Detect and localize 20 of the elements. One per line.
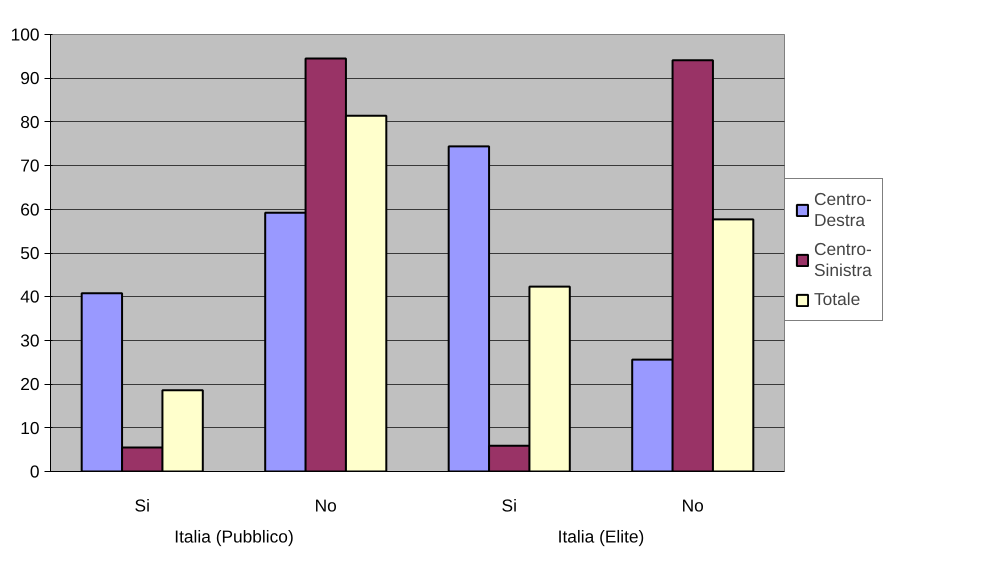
text: Italia (Pubblico) bbox=[174, 526, 294, 546]
y-tick-label: 70 bbox=[20, 156, 40, 176]
legend-label: Centro-Sinistra bbox=[814, 239, 872, 281]
y-tick-label: 20 bbox=[20, 374, 40, 394]
y-tick-label: 0 bbox=[30, 462, 40, 482]
x-tick-label: Si bbox=[134, 496, 150, 516]
x-tick-label: No bbox=[314, 496, 337, 516]
legend-label: Centro-Destra bbox=[814, 189, 872, 231]
y-tick-label: 30 bbox=[20, 330, 40, 350]
y-tick-label: 80 bbox=[20, 112, 40, 132]
text: Italia (Elite) bbox=[558, 526, 644, 546]
x-tick-label: No bbox=[682, 496, 704, 516]
y-tick-label: 50 bbox=[20, 243, 40, 263]
y-tick-label: 60 bbox=[20, 199, 40, 220]
x-tick-label: Si bbox=[502, 496, 517, 516]
legend-label: Totale bbox=[814, 289, 860, 310]
y-tick-label: 40 bbox=[20, 286, 40, 307]
y-tick-label: 100 bbox=[10, 24, 40, 44]
y-tick-label: 90 bbox=[20, 68, 40, 88]
y-tick-label: 10 bbox=[20, 418, 40, 438]
